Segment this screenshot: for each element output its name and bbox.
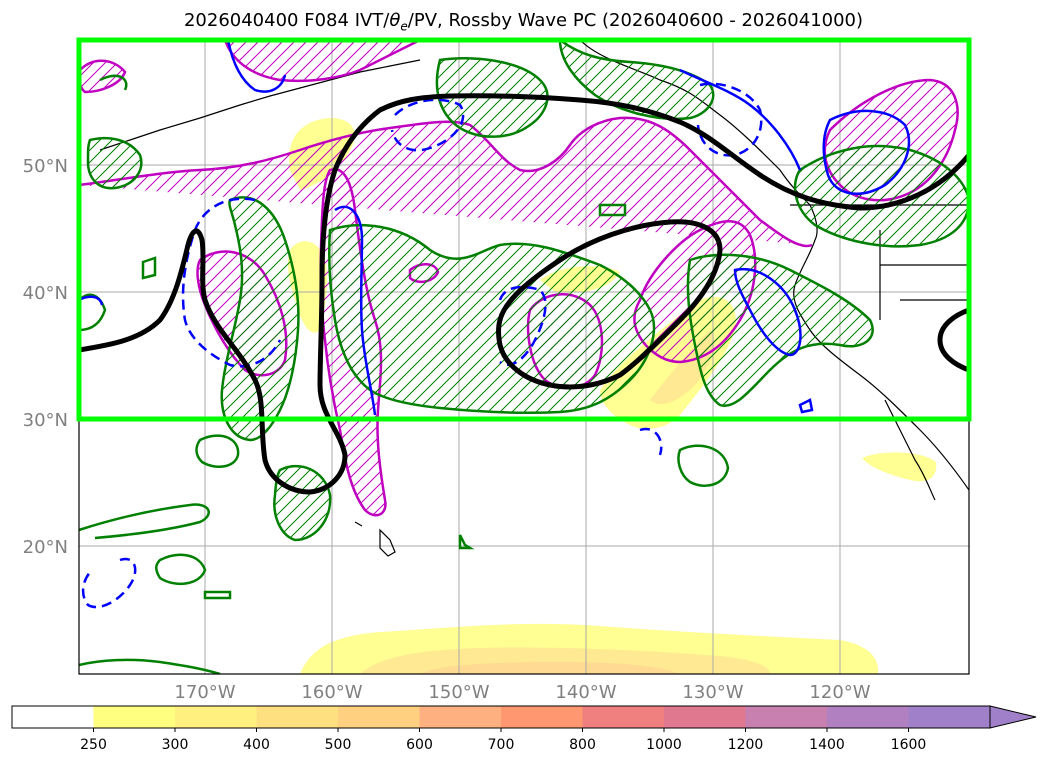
title-fields-suffix: /PV, Rossby Wave PC (2026040600 - 202604… (407, 10, 864, 31)
rossby-south-blob (155, 553, 207, 586)
rossby-sw (79, 503, 210, 540)
title-fields-prefix: IVT/ (354, 10, 390, 31)
title-theta: θ (389, 10, 401, 31)
pv-black-contours (79, 93, 969, 495)
pv-blue-dashed-ne (696, 82, 763, 157)
pv-blue-sw-dashed (81, 557, 137, 609)
colorbar-swatch (582, 706, 665, 728)
aleutians (99, 59, 421, 151)
colorbar-tick-label: 700 (488, 737, 515, 753)
pv-cutoff-low (496, 219, 723, 390)
colorbar-swatch (175, 706, 257, 728)
rossby-east (686, 253, 874, 408)
colorbar-swatch (745, 706, 828, 728)
rossby-canada (793, 144, 969, 248)
pv-blue-east-cut (733, 267, 802, 357)
rossby-south-bottom (79, 658, 221, 674)
colorbar-swatch (501, 706, 583, 728)
colorbar: 250 300 400 500 600 700 800 1000 1200 1400 1600 (11, 705, 1037, 753)
lon-label-120w: 120°W (809, 682, 870, 703)
lat-label-20n: 20°N (23, 537, 68, 558)
pv-blue-canada (822, 109, 911, 195)
colorbar-tick-label: 1000 (646, 737, 682, 753)
map-title: 2026040400 F084 IVT/θe/PV, Rossby Wave P… (0, 10, 1047, 34)
colorbar-swatch (419, 706, 502, 728)
colorbar-tick-label: 1600 (891, 737, 927, 753)
rossby-hi-blob (195, 434, 240, 468)
colorbar-swatch (664, 706, 746, 728)
map-plot-area (79, 40, 969, 674)
title-theta-sub: e (400, 19, 408, 34)
rossby-small-2 (79, 293, 107, 332)
pv-blue-nw (226, 40, 287, 93)
pv-main-trough (79, 93, 969, 495)
pv-blue-dashed-north (390, 98, 465, 152)
theta-e-northern (79, 116, 813, 248)
ivt-west-ar (287, 241, 328, 333)
highlight-box (76, 37, 972, 422)
lat-label-30n: 30°N (23, 410, 68, 431)
lat-label-40n: 40°N (23, 283, 68, 304)
lon-label-150w: 150°W (428, 682, 489, 703)
rossby-small-5 (203, 590, 232, 600)
ivt-baja (862, 452, 937, 482)
pv-blue-contours (79, 40, 911, 609)
title-forecast: F084 (304, 10, 349, 31)
rossby-west-trough (220, 196, 300, 442)
pv-blue-small (798, 398, 814, 414)
colorbar-swatch (12, 706, 94, 728)
lon-label-170w: 170°W (174, 682, 235, 703)
lon-label-160w: 160°W (301, 682, 362, 703)
colorbar-tick-label: 600 (406, 737, 433, 753)
rossby-south-east (677, 444, 730, 487)
lon-label-130w: 130°W (682, 682, 743, 703)
colorbar-swatch (827, 706, 909, 728)
colorbar-tick-label: 1200 (728, 737, 764, 753)
colorbar-tick-label: 500 (325, 737, 352, 753)
colorbar-tick-label: 250 (80, 737, 107, 753)
rossby-wave-contours (79, 40, 969, 674)
colorbar-tick-label: 400 (243, 737, 270, 753)
colorbar-swatch (908, 706, 991, 728)
lon-label-140w: 140°W (555, 682, 616, 703)
lat-labels: 50°N 40°N 30°N 20°N (23, 156, 68, 558)
rossby-small-1 (598, 203, 627, 217)
rossby-nw (86, 136, 143, 190)
colorbar-extend-arrow (989, 705, 1037, 729)
colorbar-tick-label: 800 (569, 737, 596, 753)
pv-east-edge (937, 307, 969, 373)
lat-label-50n: 50°N (23, 156, 68, 177)
colorbar-swatch (93, 706, 176, 728)
pv-blue-dashed-lower (639, 427, 663, 456)
ivt-band-south-core (420, 662, 680, 674)
hawaii (354, 521, 396, 557)
theta-e-north-top (223, 40, 421, 83)
rossby-small-3 (141, 256, 157, 280)
pv-blue-dashed-central (498, 285, 547, 366)
colorbar-tick-label: 1400 (809, 737, 845, 753)
pv-blue-ne (679, 68, 802, 171)
rossby-central-large (328, 224, 656, 415)
rossby-small-6 (458, 534, 475, 550)
colorbar-swatch (256, 706, 339, 728)
rossby-gulf (558, 40, 715, 121)
pv-blue-west (334, 205, 377, 416)
colorbar-swatch (338, 706, 420, 728)
lon-labels: 170°W 160°W 150°W 140°W 130°W 120°W (174, 682, 870, 703)
colorbar-tick-label: 300 (162, 737, 189, 753)
title-date: 2026040400 (183, 10, 299, 31)
rossby-small-4 (99, 74, 128, 91)
